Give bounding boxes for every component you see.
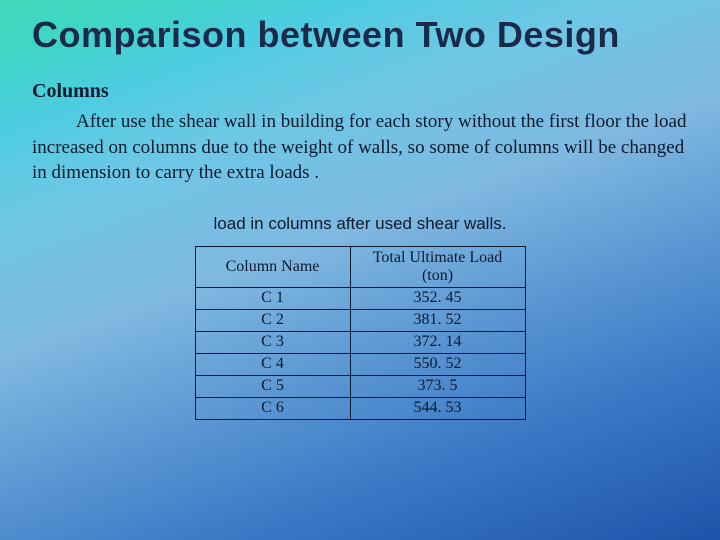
table-row: C 4 550. 52	[195, 353, 525, 375]
cell-load: 373. 5	[350, 375, 525, 397]
table-header-col2-line2: (ton)	[422, 267, 453, 284]
cell-load: 550. 52	[350, 353, 525, 375]
table-header-row: Column Name Total Ultimate Load (ton)	[195, 246, 525, 287]
loads-table: Column Name Total Ultimate Load (ton) C …	[195, 246, 526, 420]
section-heading: Columns	[32, 80, 688, 103]
cell-name: C 6	[195, 397, 350, 419]
table-header-col2-line1: Total Ultimate Load	[373, 249, 503, 266]
table-body: C 1 352. 45 C 2 381. 52 C 3 372. 14 C 4 …	[195, 287, 525, 419]
cell-name: C 5	[195, 375, 350, 397]
cell-name: C 2	[195, 309, 350, 331]
table-row: C 6 544. 53	[195, 397, 525, 419]
table-header-col1: Column Name	[195, 246, 350, 287]
table-row: C 1 352. 45	[195, 287, 525, 309]
slide: Comparison between Two Design Columns Af…	[0, 0, 720, 540]
cell-load: 544. 53	[350, 397, 525, 419]
cell-name: C 1	[195, 287, 350, 309]
body-paragraph: After use the shear wall in building for…	[32, 109, 688, 186]
table-row: C 5 373. 5	[195, 375, 525, 397]
page-title: Comparison between Two Design	[32, 14, 688, 56]
cell-load: 352. 45	[350, 287, 525, 309]
cell-name: C 3	[195, 331, 350, 353]
table-row: C 2 381. 52	[195, 309, 525, 331]
table-caption: load in columns after used shear walls.	[32, 214, 688, 234]
cell-name: C 4	[195, 353, 350, 375]
cell-load: 381. 52	[350, 309, 525, 331]
table-container: Column Name Total Ultimate Load (ton) C …	[32, 246, 688, 420]
table-row: C 3 372. 14	[195, 331, 525, 353]
table-header-col2: Total Ultimate Load (ton)	[350, 246, 525, 287]
cell-load: 372. 14	[350, 331, 525, 353]
